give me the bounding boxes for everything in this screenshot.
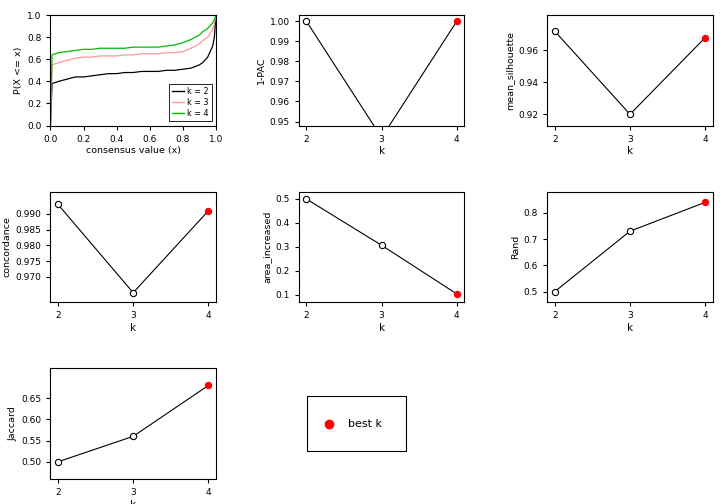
Legend: k = 2, k = 3, k = 4: k = 2, k = 3, k = 4 xyxy=(168,84,212,121)
Text: best k: best k xyxy=(348,419,382,428)
Y-axis label: P(X <= x): P(X <= x) xyxy=(14,47,23,94)
Y-axis label: concordance: concordance xyxy=(2,217,12,277)
X-axis label: k: k xyxy=(130,499,136,504)
X-axis label: consensus value (x): consensus value (x) xyxy=(86,146,181,155)
X-axis label: k: k xyxy=(627,323,633,333)
X-axis label: k: k xyxy=(379,146,384,156)
X-axis label: k: k xyxy=(130,323,136,333)
Y-axis label: area_increased: area_increased xyxy=(262,211,271,283)
X-axis label: k: k xyxy=(379,323,384,333)
Y-axis label: Rand: Rand xyxy=(510,235,520,259)
FancyBboxPatch shape xyxy=(307,396,407,451)
Y-axis label: mean_silhouette: mean_silhouette xyxy=(505,31,514,110)
Y-axis label: 1-PAC: 1-PAC xyxy=(256,56,266,84)
Y-axis label: Jaccard: Jaccard xyxy=(8,406,17,441)
X-axis label: k: k xyxy=(627,146,633,156)
